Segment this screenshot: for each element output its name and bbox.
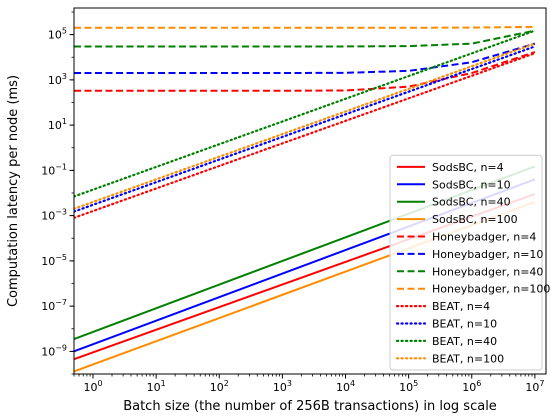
- ticks-layer: 100 101 102 103 104 105 106 107 10−9 10−7 10−5 10−3…: [41, 11, 544, 394]
- legend-entry-label: SodsBC, n=100: [432, 213, 518, 226]
- y-tick-label: 101: [48, 117, 67, 132]
- x-tick-label: 100: [83, 379, 102, 394]
- legend-entry-label: Honeybadger, n=100: [432, 283, 550, 296]
- y-tick-label: 10−5: [41, 253, 67, 268]
- x-tick-label: 104: [336, 379, 355, 394]
- x-tick-label: 101: [147, 379, 166, 394]
- plot-frame: [73, 7, 547, 375]
- legend: SodsBC, n=4 SodsBC, n=10 SodsBC, n=40 SodsB…: [389, 154, 550, 371]
- legend-entry-label: BEAT, n=100: [432, 352, 504, 365]
- x-tick-label: 102: [210, 379, 229, 394]
- x-axis-label: Batch size (the number of 256B transacti…: [123, 399, 497, 414]
- series-line-10: [74, 29, 536, 198]
- legend-entry-label: BEAT, n=10: [432, 318, 497, 331]
- y-tick-label: 10−1: [41, 162, 67, 177]
- series-line-7: [74, 25, 535, 29]
- legend-entry-label: Honeybadger, n=40: [432, 265, 543, 278]
- y-axis-label: Computation latency per node (ms): [6, 75, 21, 307]
- y-tick-label: 10−3: [41, 208, 67, 223]
- legend-box: [389, 154, 543, 371]
- legend-entry-label: Honeybadger, n=10: [432, 248, 543, 261]
- legend-entry-label: SodsBC, n=4: [432, 161, 504, 174]
- series-line-9: [74, 45, 536, 213]
- series-line-8: [74, 52, 536, 219]
- series-layer: [74, 25, 536, 373]
- legend-entry-label: SodsBC, n=10: [432, 178, 511, 191]
- x-tick-label: 105: [399, 379, 418, 394]
- legend-entry-label: BEAT, n=4: [432, 300, 490, 313]
- x-tick-label: 103: [273, 379, 292, 394]
- series-line-11: [74, 42, 536, 210]
- x-tick-label: 107: [525, 379, 544, 394]
- legend-entry-label: Honeybadger, n=4: [432, 231, 536, 244]
- y-tick-label: 10−9: [41, 343, 67, 358]
- legend-entry-label: SodsBC, n=40: [432, 196, 511, 209]
- x-tick-label: 106: [462, 379, 481, 394]
- y-tick-label: 105: [48, 27, 67, 42]
- series-line-6: [74, 29, 536, 48]
- y-tick-label: 10−7: [41, 298, 67, 313]
- legend-entry-label: BEAT, n=40: [432, 335, 497, 348]
- y-tick-label: 103: [48, 72, 67, 87]
